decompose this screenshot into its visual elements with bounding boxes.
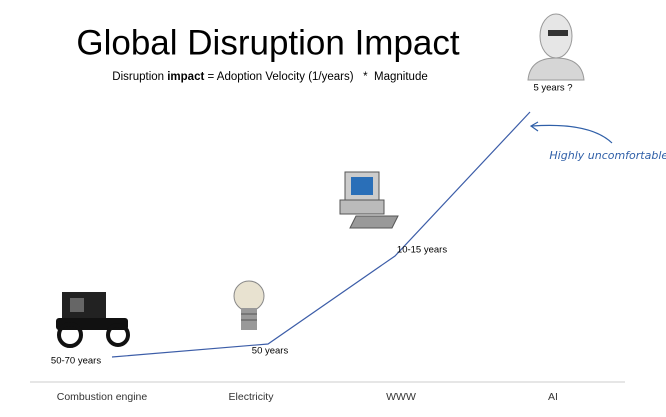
point-label: 10-15 years — [397, 245, 447, 256]
robot-icon — [527, 13, 585, 81]
trend-line — [111, 111, 531, 358]
point-label: 50-70 years — [51, 356, 101, 367]
subtitle-part: Disruption — [112, 71, 167, 83]
computer-icon — [339, 171, 399, 229]
annotation-arrowhead — [529, 121, 539, 132]
annotation-arrow — [531, 124, 613, 144]
category-label: Combustion engine — [57, 391, 148, 403]
point-label: 50 years — [252, 346, 289, 357]
bulb-icon — [233, 280, 265, 330]
annotation: Highly uncomfortable! — [549, 149, 666, 162]
category-label: AI — [548, 391, 558, 403]
title: Global Disruption Impact — [76, 23, 459, 62]
subtitle: Disruption impact = Adoption Velocity (1… — [112, 71, 427, 83]
subtitle-bold: impact — [167, 71, 204, 83]
point-label: 5 years ? — [533, 83, 572, 94]
category-label: WWW — [386, 391, 416, 403]
category-label: Electricity — [229, 391, 275, 403]
subtitle-part: = Adoption Velocity (1/years) * Magnitud… — [204, 71, 427, 83]
car-icon — [56, 292, 130, 348]
